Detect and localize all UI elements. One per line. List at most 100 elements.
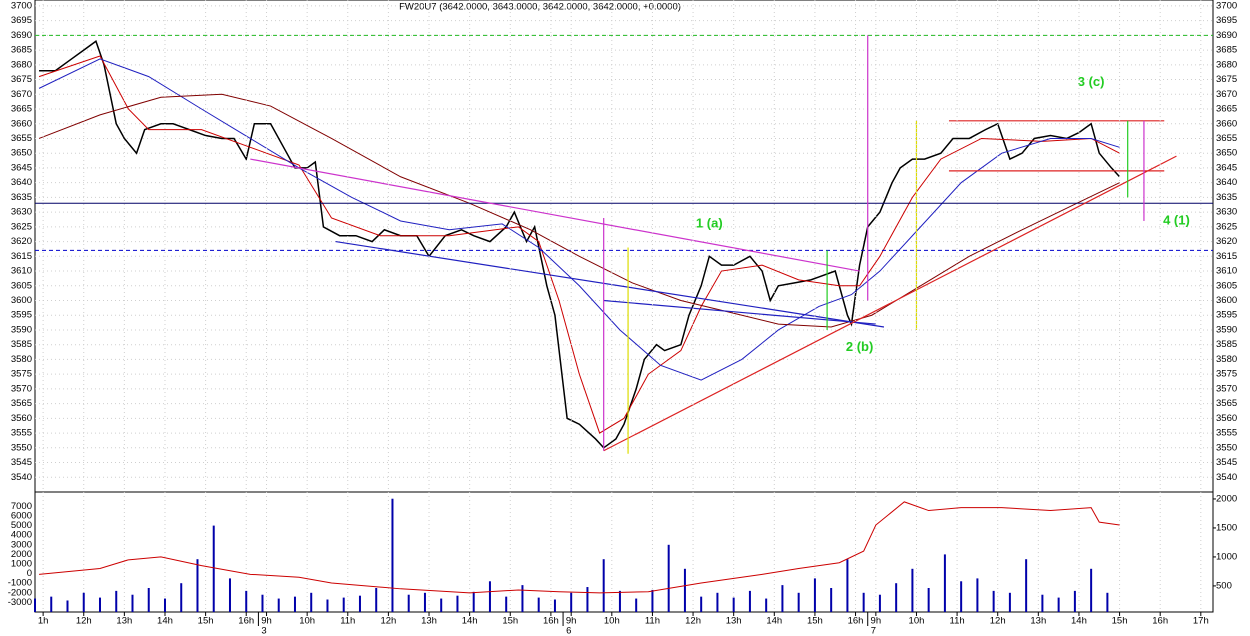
volume-bar xyxy=(131,594,134,612)
volume-bar xyxy=(505,596,508,612)
y-tick-label: 3585 xyxy=(1216,339,1237,350)
volume-bar xyxy=(667,544,670,612)
volume-bar xyxy=(277,598,280,612)
y-tick-label: 3540 xyxy=(11,472,32,483)
volume-bar xyxy=(700,596,703,612)
y-tick-label: -1000 xyxy=(8,578,32,589)
y-tick-label: 3680 xyxy=(11,59,32,70)
volume-bar xyxy=(440,598,443,612)
y-tick-label: 6000 xyxy=(11,511,32,522)
x-tick-label: 14h xyxy=(157,616,173,627)
y-tick-label: 3670 xyxy=(11,89,32,100)
price-line xyxy=(38,93,1120,328)
volume-bar xyxy=(228,578,231,612)
y-tick-label: 3560 xyxy=(1216,413,1237,424)
y-tick-label: 3625 xyxy=(1216,221,1237,232)
x-tick-label: 12h xyxy=(76,616,92,627)
x-tick-label: 12h xyxy=(990,616,1006,627)
y-tick-label: 3570 xyxy=(1216,383,1237,394)
y-tick-label: 3620 xyxy=(1216,236,1237,247)
volume-bar xyxy=(521,585,524,612)
x-tick-label: 17h xyxy=(1193,616,1209,627)
y-tick-label: 3540 xyxy=(1216,472,1237,483)
volume-bar xyxy=(553,599,556,612)
y-tick-label: 3640 xyxy=(11,177,32,188)
volume-bar xyxy=(960,581,963,612)
volume-bar xyxy=(163,598,166,612)
volume-bar xyxy=(1057,597,1060,612)
x-tick-label: 12h xyxy=(380,616,396,627)
volume-bar xyxy=(310,592,313,612)
volume-bar xyxy=(245,590,248,612)
x-tick-label: 10h xyxy=(299,616,315,627)
y-tick-label: 3700 xyxy=(11,0,32,11)
volume-bar xyxy=(375,588,378,612)
volume-bar xyxy=(683,568,686,612)
volume-bar xyxy=(456,595,459,612)
volume-bar xyxy=(797,592,800,612)
volume-bar xyxy=(115,590,118,612)
y-tick-label: 4000 xyxy=(11,530,32,541)
trend-line xyxy=(250,158,860,272)
volume-bar xyxy=(358,595,361,612)
volume-bar xyxy=(570,592,573,612)
indicator-line xyxy=(39,501,1120,594)
y-tick-label: 3675 xyxy=(1216,74,1237,85)
price-line xyxy=(38,58,1120,381)
day-tick-label: 7 xyxy=(871,626,876,636)
volume-bar xyxy=(82,592,85,612)
y-tick-label: 3555 xyxy=(11,428,32,439)
volume-bar xyxy=(1008,592,1011,612)
x-tick-label: 14h xyxy=(1071,616,1087,627)
y-tick-label: 3645 xyxy=(11,162,32,173)
y-tick-label: 3590 xyxy=(1216,324,1237,335)
chart-title: FW20U7 (3642.0000, 3643.0000, 3642.0000,… xyxy=(399,2,681,13)
y-tick-label: 3600 xyxy=(11,295,32,306)
y-tick-label: -2000 xyxy=(8,587,32,598)
x-tick-label: 15h xyxy=(807,616,823,627)
x-tick-label: 16h xyxy=(1152,616,1168,627)
x-tick-label: 13h xyxy=(1030,616,1046,627)
y2-tick-label: 1000 xyxy=(1216,551,1237,562)
y-tick-label: 3580 xyxy=(1216,354,1237,365)
y2-tick-label: 500 xyxy=(1216,580,1232,591)
y-tick-label: 3545 xyxy=(1216,457,1237,468)
x-tick-label: 1h xyxy=(38,616,49,627)
volume-bar xyxy=(293,596,296,612)
volume-bar xyxy=(472,591,475,612)
volume-bar xyxy=(976,578,979,612)
y-tick-label: 3685 xyxy=(11,45,32,56)
y-tick-label: -3000 xyxy=(8,597,32,608)
volume-bar xyxy=(927,588,930,612)
day-tick-label: 3 xyxy=(261,626,266,636)
y-tick-label: 3605 xyxy=(11,280,32,291)
annotation: 1 (a) xyxy=(696,215,723,230)
y-tick-label: 3670 xyxy=(1216,89,1237,100)
x-tick-label: 16h xyxy=(543,616,559,627)
volume-bar xyxy=(748,590,751,612)
y-tick-label: 3590 xyxy=(11,324,32,335)
y-tick-label: 1000 xyxy=(11,559,32,570)
y-tick-label: 3640 xyxy=(1216,177,1237,188)
y-tick-label: 3610 xyxy=(11,266,32,277)
volume-bar xyxy=(98,597,101,612)
volume-bar xyxy=(196,559,199,612)
y-tick-label: 3695 xyxy=(11,15,32,26)
volume-bar xyxy=(261,594,264,612)
y-tick-label: 2000 xyxy=(11,549,32,560)
y-tick-label: 3550 xyxy=(11,442,32,453)
volume-bar xyxy=(651,589,654,612)
volume-bar xyxy=(1041,594,1044,612)
volume-bar xyxy=(66,600,69,612)
price-line xyxy=(38,55,1120,434)
x-tick-label: 15h xyxy=(198,616,214,627)
volume-bar xyxy=(212,525,215,612)
x-tick-label: 9h xyxy=(566,616,577,627)
y-tick-label: 3605 xyxy=(1216,280,1237,291)
annotation: 4 (1) xyxy=(1163,212,1190,227)
volume-bar xyxy=(878,594,881,612)
volume-bar xyxy=(830,588,833,612)
y-tick-label: 3650 xyxy=(11,148,32,159)
y-tick-label: 3600 xyxy=(1216,295,1237,306)
